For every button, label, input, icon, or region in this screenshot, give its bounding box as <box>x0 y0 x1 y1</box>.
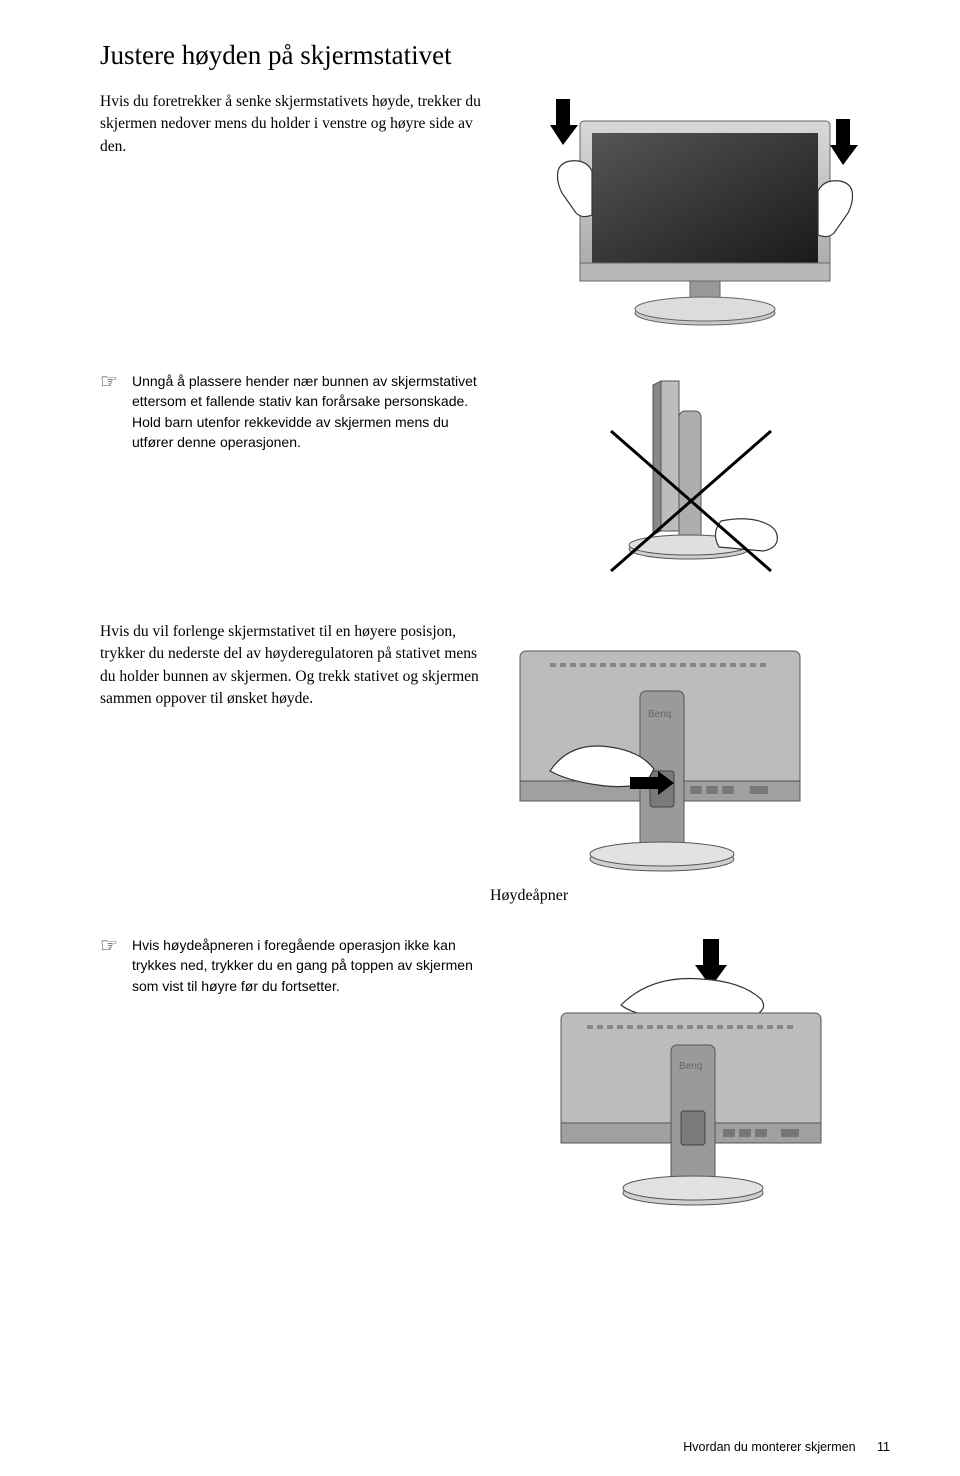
section2-text: Hvis du vil forlenge skjermstativet til … <box>100 621 490 711</box>
page-number: 11 <box>877 1440 890 1454</box>
footer-text: Hvordan du monterer skjermen <box>683 1440 855 1454</box>
page-footer: Hvordan du monterer skjermen 11 <box>683 1440 890 1454</box>
section-extend-height: Hvis du vil forlenge skjermstativet til … <box>100 621 890 905</box>
note1-text: Unngå å plassere hender nær bunnen av sk… <box>132 371 492 452</box>
svg-text:Benq: Benq <box>648 709 671 720</box>
pointing-hand-icon: ☞ <box>100 933 132 958</box>
warning-note-2: ☞ Hvis høydeåpneren i foregående operasj… <box>100 935 890 1215</box>
svg-text:Benq: Benq <box>679 1061 702 1072</box>
figure-side-view-x <box>492 371 890 591</box>
pointing-hand-icon: ☞ <box>100 369 132 394</box>
page-heading: Justere høyden på skjermstativet <box>100 40 890 71</box>
figure-press-top: Benq <box>492 935 890 1215</box>
figure-back-view-release: Benq Høydeåpner <box>490 621 890 905</box>
section-lower-height: Hvis du foretrekker å senke skjermstativ… <box>100 91 890 341</box>
note2-text: Hvis høydeåpneren i foregående operasjon… <box>132 935 492 996</box>
figure-caption-height-release: Høydeåpner <box>490 887 628 905</box>
figure-monitor-front <box>490 91 890 341</box>
warning-note-1: ☞ Unngå å plassere hender nær bunnen av … <box>100 371 890 591</box>
section1-text: Hvis du foretrekker å senke skjermstativ… <box>100 91 490 158</box>
